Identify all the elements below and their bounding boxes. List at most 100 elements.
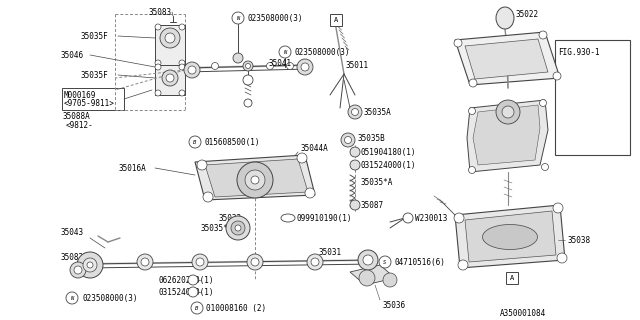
- Circle shape: [351, 108, 358, 116]
- Circle shape: [297, 153, 307, 163]
- Circle shape: [383, 273, 397, 287]
- Text: 35035*A: 35035*A: [360, 178, 392, 187]
- Text: <9812-: <9812-: [66, 121, 93, 130]
- Text: 35087: 35087: [360, 201, 383, 210]
- Text: 35082B: 35082B: [60, 253, 88, 262]
- Circle shape: [341, 133, 355, 147]
- Circle shape: [502, 106, 514, 118]
- Text: 051904180(1): 051904180(1): [360, 148, 415, 156]
- Polygon shape: [467, 100, 548, 172]
- Circle shape: [70, 262, 86, 278]
- Circle shape: [184, 62, 200, 78]
- Circle shape: [287, 62, 294, 69]
- Circle shape: [305, 188, 315, 198]
- Circle shape: [251, 258, 259, 266]
- Circle shape: [557, 253, 567, 263]
- Circle shape: [539, 31, 547, 39]
- Polygon shape: [155, 25, 185, 65]
- Circle shape: [311, 258, 319, 266]
- Circle shape: [162, 70, 178, 86]
- Circle shape: [468, 108, 476, 115]
- Circle shape: [279, 46, 291, 58]
- Text: N: N: [70, 295, 74, 300]
- Text: 062620210(1): 062620210(1): [158, 276, 214, 284]
- Polygon shape: [455, 32, 560, 85]
- Circle shape: [350, 160, 360, 170]
- Bar: [62, 88, 124, 110]
- Circle shape: [188, 275, 198, 285]
- Circle shape: [211, 62, 218, 69]
- Text: 35022: 35022: [516, 10, 539, 19]
- Circle shape: [226, 216, 250, 240]
- Circle shape: [203, 192, 213, 202]
- Circle shape: [231, 221, 245, 235]
- Circle shape: [359, 270, 375, 286]
- Circle shape: [83, 258, 97, 272]
- Circle shape: [245, 170, 265, 190]
- Circle shape: [179, 90, 185, 96]
- Circle shape: [188, 66, 196, 74]
- Circle shape: [468, 166, 476, 173]
- Text: 35036: 35036: [382, 300, 405, 309]
- Circle shape: [155, 64, 161, 70]
- Text: 35011: 35011: [345, 60, 368, 69]
- Ellipse shape: [281, 214, 295, 222]
- Circle shape: [266, 62, 273, 69]
- Circle shape: [179, 60, 185, 66]
- Text: 35088A: 35088A: [62, 111, 90, 121]
- Circle shape: [496, 100, 520, 124]
- Text: N: N: [236, 15, 239, 20]
- Circle shape: [454, 213, 464, 223]
- Circle shape: [458, 260, 468, 270]
- Text: S: S: [383, 260, 387, 265]
- Ellipse shape: [496, 7, 514, 29]
- Circle shape: [160, 28, 180, 48]
- Bar: [330, 14, 342, 26]
- Text: B: B: [193, 140, 196, 145]
- Circle shape: [553, 203, 563, 213]
- Text: 04710516(6): 04710516(6): [394, 258, 445, 267]
- Circle shape: [66, 292, 78, 304]
- Circle shape: [297, 59, 313, 75]
- Text: W230013: W230013: [415, 213, 447, 222]
- Circle shape: [541, 164, 548, 171]
- Text: 35035B: 35035B: [357, 133, 385, 142]
- Text: 023508000(3): 023508000(3): [82, 293, 138, 302]
- Circle shape: [454, 39, 462, 47]
- Circle shape: [350, 147, 360, 157]
- Circle shape: [403, 213, 413, 223]
- Circle shape: [348, 105, 362, 119]
- Polygon shape: [455, 205, 565, 268]
- Text: 010008160 (2): 010008160 (2): [206, 303, 266, 313]
- Text: A350001084: A350001084: [500, 308, 547, 317]
- Bar: [506, 272, 518, 284]
- Text: 35035*B: 35035*B: [200, 223, 232, 233]
- Circle shape: [540, 100, 547, 107]
- Text: 35033: 35033: [218, 213, 241, 222]
- Circle shape: [237, 162, 273, 198]
- Polygon shape: [350, 265, 395, 285]
- Circle shape: [179, 24, 185, 30]
- Circle shape: [235, 225, 241, 231]
- Polygon shape: [465, 39, 548, 79]
- Circle shape: [379, 256, 391, 268]
- Text: 099910190(1): 099910190(1): [296, 213, 351, 222]
- Circle shape: [247, 254, 263, 270]
- Circle shape: [243, 61, 253, 71]
- Circle shape: [137, 254, 153, 270]
- Text: 35035F: 35035F: [80, 31, 108, 41]
- Circle shape: [553, 72, 561, 80]
- Circle shape: [196, 258, 204, 266]
- Text: 35046: 35046: [60, 51, 83, 60]
- Circle shape: [363, 255, 373, 265]
- Circle shape: [246, 63, 250, 68]
- Bar: [555, 40, 630, 155]
- Text: N: N: [284, 50, 287, 54]
- Text: 35016A: 35016A: [118, 164, 146, 172]
- Circle shape: [344, 137, 351, 143]
- Circle shape: [233, 53, 243, 63]
- Circle shape: [192, 254, 208, 270]
- Polygon shape: [465, 211, 556, 262]
- Circle shape: [197, 160, 207, 170]
- Text: A: A: [510, 275, 514, 281]
